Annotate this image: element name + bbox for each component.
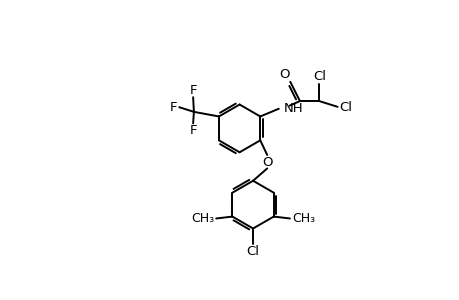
Text: F: F (189, 84, 196, 97)
Text: O: O (262, 156, 273, 169)
Text: Cl: Cl (313, 70, 326, 83)
Text: CH₃: CH₃ (291, 212, 314, 225)
Text: F: F (169, 101, 177, 114)
Text: F: F (189, 124, 196, 137)
Text: Cl: Cl (339, 101, 352, 114)
Text: O: O (278, 68, 289, 81)
Text: Cl: Cl (246, 245, 259, 258)
Text: NH: NH (283, 102, 303, 115)
Text: CH₃: CH₃ (191, 212, 214, 225)
